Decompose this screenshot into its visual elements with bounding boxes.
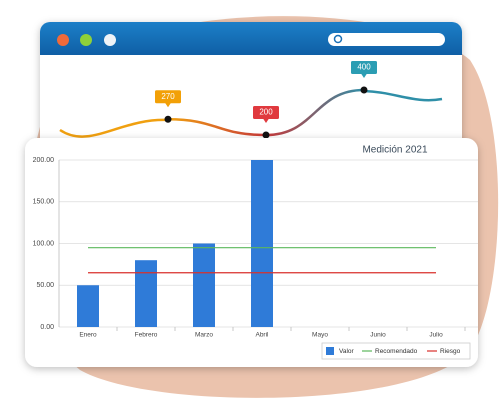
window-dot [104,34,116,46]
y-tick-label: 200.00 [33,157,55,164]
chart-title: Medición 2021 [362,145,427,156]
title-bar [40,22,462,55]
x-tick-label: Abril [255,332,269,339]
x-tick-label: Junio [370,332,386,339]
label-pointer [165,102,171,108]
browser-window: 270 200 400 [40,22,462,172]
bar [193,243,215,327]
x-tick-label: Febrero [135,332,158,339]
window-body [40,22,462,172]
data-label: 270 [161,92,175,101]
label-box [253,106,279,119]
search-box[interactable] [328,33,445,46]
curve-tail [59,118,169,138]
label-pointer [361,73,367,78]
bar [251,160,273,327]
x-tick-label: Julio [429,332,443,339]
legend-box [321,342,471,360]
x-tick-label: Enero [79,332,97,339]
legend-label: Valor [339,348,355,355]
y-tick-label: 150.00 [33,199,55,206]
label-pointer [263,118,269,123]
curve-tail [363,89,443,102]
point [262,131,270,139]
legend-swatch [326,347,334,355]
y-tick-label: 100.00 [33,240,55,247]
label-box [155,90,181,104]
point [360,86,368,94]
bar [77,285,99,327]
y-tick-label: 50.00 [36,282,54,289]
point [164,115,172,123]
bar [135,260,157,327]
data-label: 400 [357,63,371,72]
search-icon [333,34,343,44]
y-tick-label: 0.00 [40,324,54,331]
legend-label: Recomendado [375,348,418,355]
window-dot [80,34,92,46]
x-tick-label: Mayo [312,332,328,339]
label-box [351,61,377,74]
x-tick-label: Marzo [195,332,213,339]
legend-label: Riesgo [440,348,461,355]
data-label: 200 [259,108,273,117]
window-dot [57,34,69,46]
